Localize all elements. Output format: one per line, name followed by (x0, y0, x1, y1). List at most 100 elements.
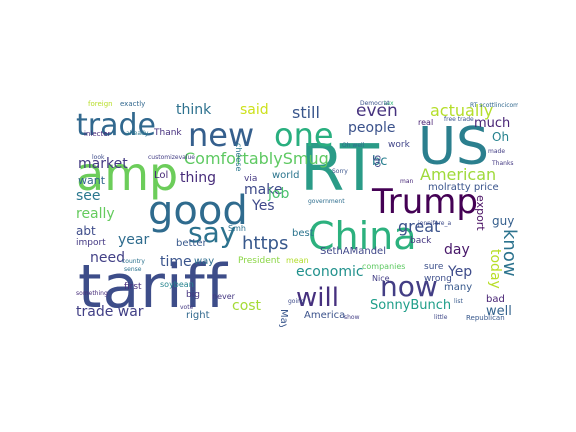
word-job: job (268, 186, 290, 202)
word-soybean: soybean (160, 280, 194, 289)
word-still: still (292, 103, 320, 122)
word-sure: sure (424, 262, 444, 272)
word-market: market (78, 156, 128, 172)
word-lol: Lol (154, 170, 169, 181)
word-think: think (176, 102, 212, 118)
word-sethamandel: SethAMandel (320, 246, 386, 257)
word-us: US (418, 117, 490, 177)
word-big: big (186, 290, 200, 300)
word-maybe: Maybe (278, 309, 289, 327)
word-cloud: RT tariff amp US good China Trump new on… (72, 99, 518, 327)
word-people: people (348, 120, 396, 136)
word-cost: cost (232, 298, 262, 314)
word-want: want (78, 174, 106, 187)
word-time: time (160, 254, 192, 270)
word-yes: Yes (252, 198, 275, 214)
word-sorry: made (488, 148, 506, 155)
word-back: back (410, 236, 432, 246)
word-smh: Smh (228, 224, 246, 233)
word-thank: real (418, 118, 434, 127)
word-today: today (487, 249, 503, 289)
word-https: https (242, 233, 289, 254)
word-deal: list (454, 298, 463, 305)
word-vote: something (76, 290, 108, 297)
word-will: will (296, 283, 339, 313)
word-good: good (148, 188, 248, 234)
word-year: year (118, 232, 150, 248)
word-real: export (474, 195, 487, 231)
word-american: American (420, 165, 497, 184)
word-better: better (176, 238, 207, 249)
word-already: inlecter (84, 130, 111, 138)
word-oh: Oh (492, 130, 510, 144)
word-little: Democrat (360, 100, 390, 107)
word-via: via (244, 174, 258, 184)
word-wrong: wrong (424, 274, 452, 284)
word-republican: little (434, 314, 448, 321)
word-spot: cheese (234, 143, 243, 172)
word-really: really (76, 206, 115, 222)
word-customizevalue: look (92, 154, 105, 161)
word-threat: going (288, 298, 305, 305)
word-said: said (240, 102, 269, 118)
word-make: make (244, 182, 283, 198)
word-list: man (400, 178, 414, 185)
word-rt: RT (300, 132, 379, 206)
word-trade: trade (76, 108, 156, 143)
word-new: new (188, 116, 255, 154)
word-abt: abt (76, 224, 96, 238)
word-many: many (444, 282, 473, 293)
word-inlecter: customizevalue (148, 154, 195, 161)
word-thing: thing (180, 170, 217, 186)
word-world: world (272, 170, 300, 181)
word-jennifere-a: Republican (466, 314, 505, 322)
word-much: much (474, 116, 511, 131)
word-even: even (356, 101, 398, 121)
word-day: day (444, 242, 470, 258)
word-mean: mean (286, 256, 309, 265)
word-gonna: Sorry (332, 168, 348, 175)
word-national: Oh well (342, 142, 365, 149)
word-trump-tariff: RT scottlincicome (470, 102, 518, 109)
word-high: country (122, 258, 145, 265)
word-now: now (380, 270, 438, 303)
word-say: say (188, 216, 237, 249)
word-best: best (292, 228, 314, 239)
word-work: work (388, 140, 410, 150)
word-yep: Yep (448, 264, 473, 280)
word-guy: guy (492, 214, 515, 228)
word-made: vote (180, 304, 194, 311)
word-never: Thank (154, 128, 182, 138)
word-companies: companies (362, 262, 406, 271)
word-going: government (308, 198, 345, 205)
word-man: Thanks (492, 160, 514, 167)
word-china: China (308, 214, 417, 258)
word-molratty-price: molratty price (428, 182, 499, 193)
word-president: President (238, 256, 280, 266)
word-economic: economic (296, 264, 364, 280)
word-democrat: tax (384, 100, 394, 107)
word-look: never (212, 292, 235, 301)
word-see: see (76, 188, 101, 204)
word-bad: bad (486, 294, 505, 305)
word-trump: Trump (372, 182, 479, 222)
word-import: import (76, 238, 106, 248)
word-export: foreign (88, 100, 113, 108)
word-comfortablysmug: ComfortablySmug (184, 149, 329, 168)
word-always: show (344, 314, 360, 321)
word-go: go (372, 155, 383, 168)
word-trade-war: trade war (76, 304, 144, 320)
word-great: great (398, 217, 441, 236)
word-sonnybunch: SonnyBunch (370, 298, 452, 313)
word-america: America (304, 310, 346, 321)
word-bc: bc (372, 154, 388, 169)
word-tariff: tariff (78, 252, 228, 322)
word-well: well (486, 304, 512, 319)
word-nice: Nice (372, 274, 390, 283)
word-right: right (186, 310, 210, 321)
word-country: sense (124, 266, 142, 273)
word-need: need (90, 250, 125, 266)
word-exactly: already (126, 130, 149, 137)
word-one: one (274, 116, 334, 154)
